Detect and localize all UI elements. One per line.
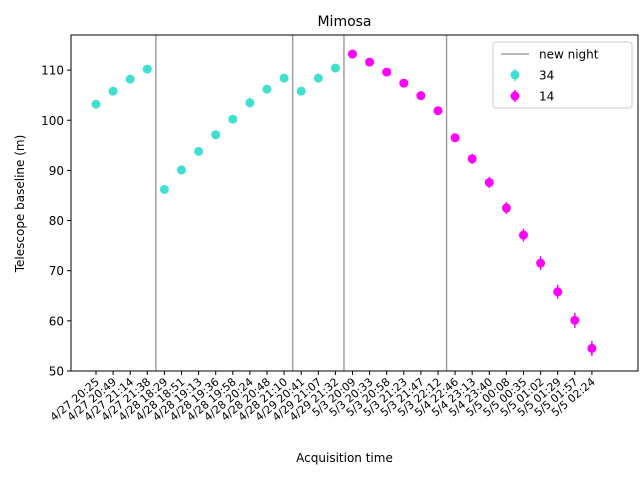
legend-box	[492, 41, 633, 109]
data-point	[570, 315, 580, 325]
data-point	[484, 177, 494, 187]
y-axis-label: Telescope baseline (m)	[13, 135, 27, 274]
data-point	[194, 146, 204, 156]
x-axis-label: Acquisition time	[296, 451, 393, 465]
data-point	[382, 67, 392, 77]
data-point	[348, 49, 357, 59]
data-point	[125, 74, 135, 84]
y-tick-label: 60	[49, 314, 64, 328]
data-point	[262, 84, 272, 94]
data-point	[587, 343, 597, 353]
axes-frame	[70, 34, 639, 372]
y-tick-label: 90	[49, 164, 64, 178]
data-point	[399, 78, 409, 88]
y-tick-label: 110	[41, 64, 64, 78]
chart-title: Mimosa	[317, 14, 371, 30]
data-point	[501, 203, 511, 213]
data-point	[313, 73, 323, 83]
data-point	[536, 258, 546, 268]
data-point	[365, 57, 375, 67]
data-point	[142, 64, 152, 74]
legend-new-night-label: new night	[539, 48, 599, 62]
data-point	[433, 106, 443, 116]
data-point	[245, 98, 255, 108]
data-point	[467, 154, 477, 164]
data-point	[279, 73, 289, 83]
legend-series-marker	[510, 70, 520, 80]
data-point	[416, 91, 426, 101]
data-point	[330, 63, 340, 73]
data-point	[159, 184, 169, 194]
data-point	[519, 230, 528, 240]
legend-series-label: 14	[539, 90, 554, 104]
y-tick-label: 50	[49, 365, 64, 379]
data-point	[228, 114, 238, 124]
y-tick-label: 70	[49, 264, 64, 278]
data-point	[91, 99, 101, 109]
data-point	[296, 86, 306, 96]
data-point	[108, 86, 118, 96]
data-point	[211, 130, 221, 140]
y-tick-label: 80	[49, 214, 64, 228]
legend-series-marker	[510, 91, 520, 101]
legend-series-label: 34	[539, 69, 554, 83]
y-tick-label: 100	[41, 114, 64, 128]
data-point	[553, 287, 563, 297]
data-point	[450, 133, 460, 143]
legend: new night 34 14	[492, 41, 633, 109]
data-point	[177, 165, 186, 175]
